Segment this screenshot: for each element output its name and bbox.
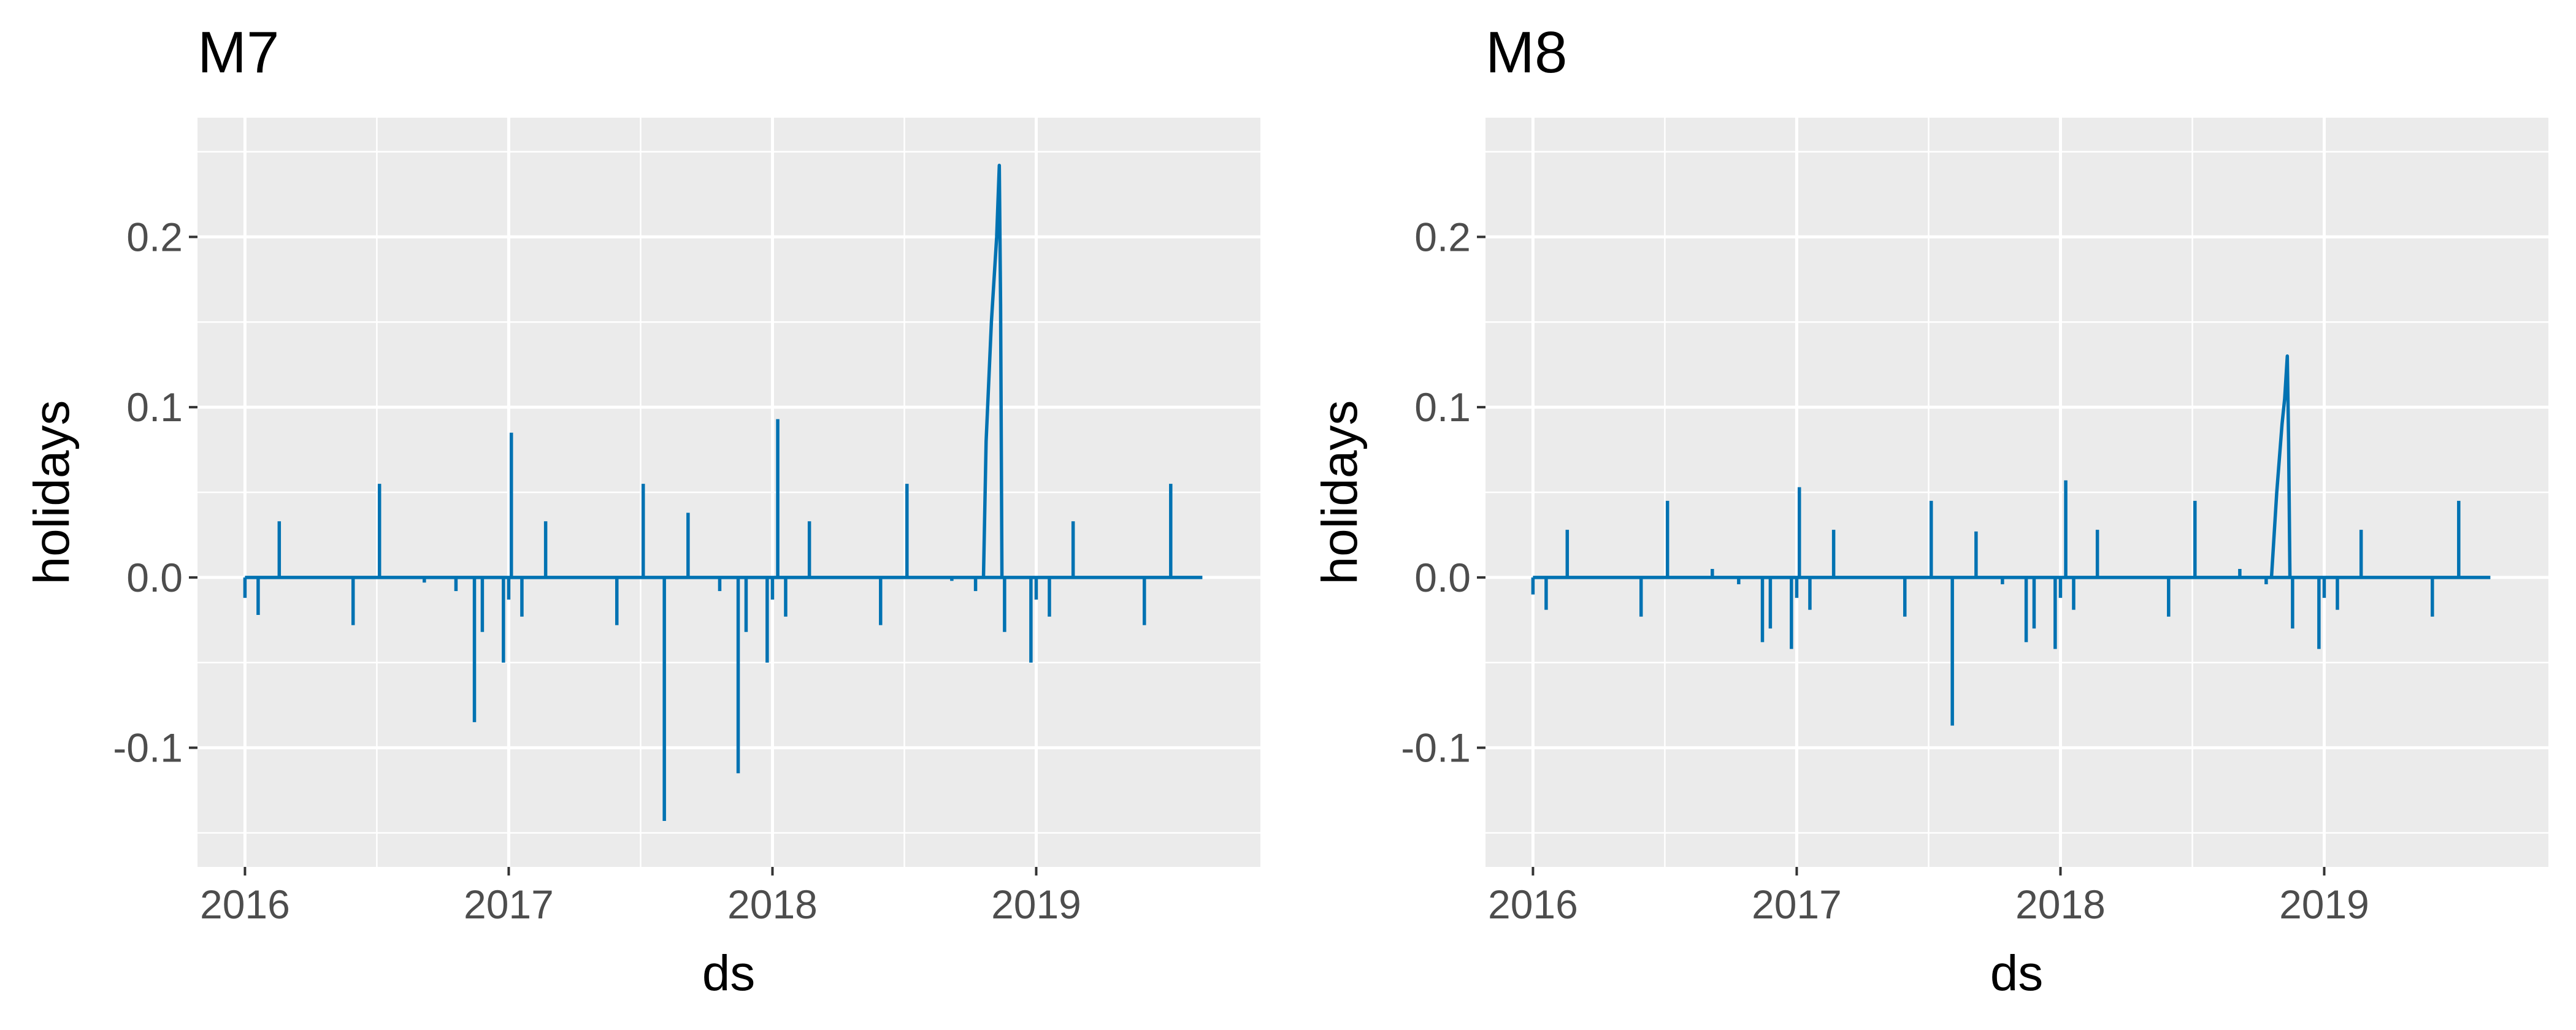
y-tick-label: 0.0 — [1414, 555, 1471, 600]
y-axis-title: holidays — [1312, 400, 1368, 585]
y-tick-label: 0.0 — [126, 555, 183, 600]
y-tick-label: -0.1 — [1401, 725, 1471, 771]
chart-m8-svg: -0.1 0.0 0.1 0.2 2016 2017 2018 2019 M8 ds holi… — [1312, 20, 2548, 1001]
minor-gridlines — [1485, 118, 2548, 867]
x-tick-label: 2017 — [464, 882, 554, 927]
holidays-series — [1531, 354, 2491, 726]
chart-panel-m7: -0.1 0.0 0.1 0.2 2016 2017 2018 2019 M7 ds holi… — [24, 20, 1260, 1001]
y-tick-label: 0.2 — [1414, 214, 1471, 259]
x-tick-label: 2016 — [1488, 882, 1578, 927]
x-tick-label: 2017 — [1752, 882, 1842, 927]
chart-panel-m8: -0.1 0.0 0.1 0.2 2016 2017 2018 2019 M8 ds holi… — [1288, 0, 2576, 1030]
x-axis-title: ds — [702, 945, 756, 1001]
x-tick-label: 2019 — [991, 882, 1081, 927]
x-axis-title: ds — [1990, 945, 2044, 1001]
y-axis-title: holidays — [24, 400, 80, 585]
x-tick-label: 2018 — [2015, 882, 2106, 927]
holiday-peak — [2269, 354, 2292, 578]
chart-title: M7 — [197, 20, 279, 85]
x-tick-label: 2018 — [727, 882, 818, 927]
x-tick-label: 2019 — [2279, 882, 2369, 927]
chart-m7-svg: -0.1 0.0 0.1 0.2 2016 2017 2018 2019 M7 ds holi… — [24, 20, 1260, 1001]
minor-gridlines — [197, 118, 1260, 867]
y-tick-label: 0.1 — [126, 384, 183, 430]
axis-ticks: -0.1 0.0 0.1 0.2 2016 2017 2018 2019 — [113, 214, 1081, 927]
y-tick-label: 0.2 — [126, 214, 183, 259]
holidays-series — [243, 164, 1203, 822]
x-tick-label: 2016 — [200, 882, 290, 927]
axis-ticks: -0.1 0.0 0.1 0.2 2016 2017 2018 2019 — [1401, 214, 2369, 927]
y-tick-label: 0.1 — [1414, 384, 1471, 430]
holiday-peak — [981, 164, 1004, 578]
y-tick-label: -0.1 — [113, 725, 183, 771]
chart-title: M8 — [1485, 20, 1567, 85]
